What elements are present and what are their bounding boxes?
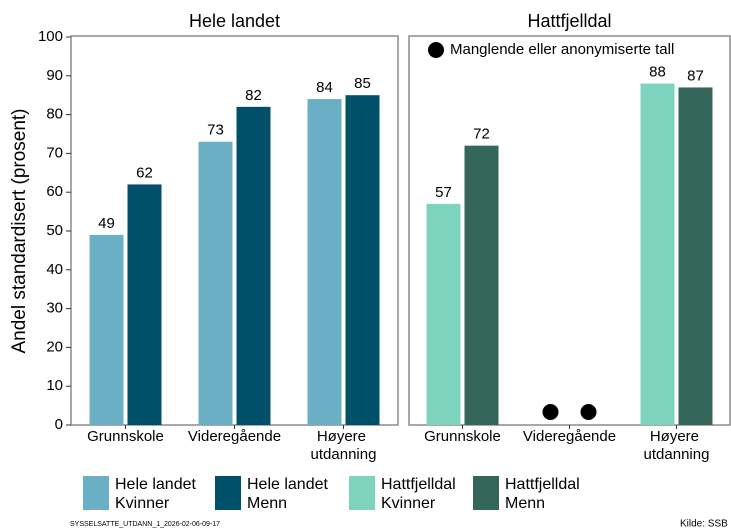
y-tick-label: 100 bbox=[38, 28, 63, 45]
legend-label: Hele landet Kvinner bbox=[115, 476, 200, 512]
x-tick-label: Videregående bbox=[188, 428, 281, 445]
value-label: 82 bbox=[245, 87, 262, 104]
x-tick-label: Grunnskole bbox=[87, 428, 164, 445]
y-tick-label: 80 bbox=[46, 106, 63, 123]
y-tick-label: 70 bbox=[46, 144, 63, 161]
y-tick-label: 0 bbox=[55, 416, 63, 433]
bar bbox=[89, 234, 124, 425]
panel-title: Hele landet bbox=[189, 11, 280, 31]
bar bbox=[198, 141, 233, 425]
y-tick-label: 30 bbox=[46, 300, 63, 317]
y-axis-label: Andel standardisert (prosent) bbox=[9, 108, 30, 353]
bar bbox=[345, 95, 380, 425]
footer-source: Kilde: SSB bbox=[680, 519, 728, 529]
y-tick-label: 60 bbox=[46, 183, 63, 200]
value-label: 85 bbox=[354, 75, 371, 92]
value-label: 73 bbox=[207, 122, 224, 139]
x-tick-label: Høyere utdanning bbox=[311, 428, 377, 463]
value-label: 87 bbox=[687, 67, 704, 84]
y-tick-label: 20 bbox=[46, 338, 63, 355]
panel-title: Hattfjelldal bbox=[527, 11, 611, 31]
legend-label: Hele landet Menn bbox=[247, 476, 332, 512]
missing-marker bbox=[580, 404, 597, 420]
bar bbox=[426, 203, 461, 425]
value-label: 57 bbox=[435, 184, 452, 201]
value-label: 49 bbox=[98, 215, 115, 232]
value-label: 72 bbox=[473, 126, 490, 143]
y-tick-label: 40 bbox=[46, 261, 63, 278]
footer-id: SYSSELSATTE_UTDANN_1_2026-02-06-09-17 bbox=[70, 521, 220, 528]
value-label: 88 bbox=[649, 64, 666, 81]
legend-swatch bbox=[83, 476, 109, 510]
value-label: 62 bbox=[136, 164, 153, 181]
legend-label: Hattfjelldal Kvinner bbox=[381, 476, 460, 512]
bar bbox=[640, 83, 675, 425]
legend-swatch bbox=[473, 476, 499, 510]
y-tick-label: 50 bbox=[46, 222, 63, 239]
legend-label: Hattfjelldal Menn bbox=[505, 476, 584, 512]
bar bbox=[464, 145, 499, 425]
bar bbox=[307, 99, 342, 425]
bar bbox=[236, 106, 271, 425]
legend-swatch bbox=[349, 476, 375, 510]
x-tick-label: Høyere utdanning bbox=[644, 428, 710, 463]
annotation: Manglende eller anonymiserte tall bbox=[450, 41, 674, 58]
bar bbox=[678, 87, 713, 425]
legend-swatch bbox=[215, 476, 241, 510]
value-label: 84 bbox=[316, 79, 333, 96]
legend-missing-marker bbox=[428, 42, 444, 58]
x-tick-label: Videregående bbox=[523, 428, 616, 445]
missing-marker bbox=[542, 404, 559, 420]
bar bbox=[127, 184, 162, 425]
y-tick-label: 10 bbox=[46, 377, 63, 394]
y-tick-label: 90 bbox=[46, 67, 63, 84]
x-tick-label: Grunnskole bbox=[424, 428, 501, 445]
